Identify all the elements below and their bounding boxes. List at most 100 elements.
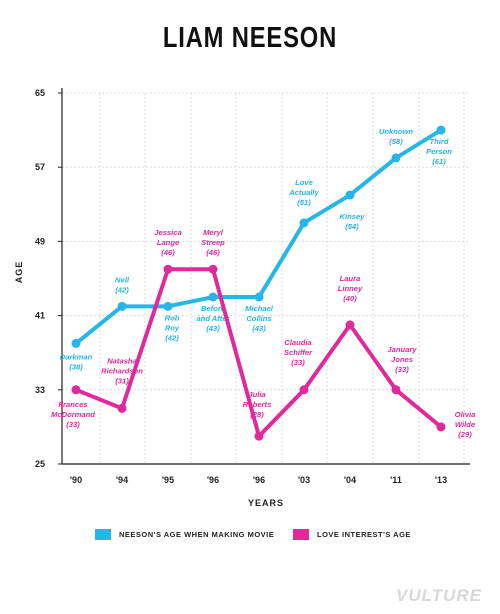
data-label: Meryl Streep (46) <box>201 228 225 257</box>
x-tick-label: '96 <box>253 475 265 485</box>
data-label-line: (42) <box>115 285 129 294</box>
data-label-line: Julia <box>248 390 265 399</box>
data-point <box>299 385 309 395</box>
data-point <box>436 125 446 135</box>
chart-title: LIAM NEESON <box>162 22 338 54</box>
data-label-line: Michael <box>245 304 274 313</box>
data-label: Laura Linney (40) <box>338 274 363 303</box>
x-tick-label: '13 <box>435 475 447 485</box>
data-point <box>163 301 173 311</box>
data-label-line: January <box>387 345 417 354</box>
x-tick-label: '96 <box>207 475 219 485</box>
data-label-line: (51) <box>297 198 311 207</box>
data-label-line: Before <box>201 304 226 313</box>
x-tick-label: '04 <box>344 475 356 485</box>
data-label-line: Streep <box>201 238 225 247</box>
data-label: Jessica Lange (46) <box>154 228 181 257</box>
data-label-line: Unknown <box>379 127 414 136</box>
data-label: Third Person (61) <box>426 137 452 166</box>
data-label-line: Jones <box>391 355 413 364</box>
data-label-line: (46) <box>161 248 175 257</box>
data-point <box>254 292 264 302</box>
data-label-line: (58) <box>389 137 403 146</box>
data-label-line: Linney <box>338 284 363 293</box>
data-label: Before and After (43) <box>196 304 230 333</box>
data-label-line: Meryl <box>203 228 224 237</box>
data-label-line: (29) <box>458 430 472 439</box>
data-point <box>391 385 401 395</box>
data-label-line: Collins <box>246 314 271 323</box>
data-label: January Jones (33) <box>387 345 417 374</box>
data-label: Darkman (38) <box>60 352 93 371</box>
data-label-line: (33) <box>66 420 80 429</box>
data-label-line: (31) <box>115 376 129 385</box>
data-label-line: Olivia <box>455 410 476 419</box>
data-label-line: (46) <box>206 248 220 257</box>
x-tick-label: '95 <box>162 475 174 485</box>
x-axis-title: YEARS <box>248 498 284 508</box>
data-label-line: (43) <box>252 324 266 333</box>
data-label-line: (54) <box>345 222 359 231</box>
data-label: Frances McDormand (33) <box>51 400 95 429</box>
data-label-line: Kinsey <box>340 212 366 221</box>
data-label-line: (38) <box>69 362 83 371</box>
data-label-line: Laura <box>340 274 361 283</box>
data-label-line: McDormand <box>51 410 95 419</box>
y-tick-label: 41 <box>35 311 45 321</box>
data-label-line: Roberts <box>243 400 272 409</box>
data-label-line: Wilde <box>455 420 476 429</box>
data-label: Unknown (58) <box>379 127 414 146</box>
data-point <box>71 385 81 395</box>
data-point <box>117 403 127 413</box>
data-label-line: Frances <box>58 400 87 409</box>
legend-swatch-love <box>293 528 309 540</box>
data-label-line: Rob <box>165 313 180 322</box>
y-tick-label: 65 <box>35 88 45 98</box>
data-point <box>163 264 173 274</box>
data-label-line: Darkman <box>60 352 93 361</box>
data-label: Julia Roberts (28) <box>243 390 272 419</box>
data-label-line: (28) <box>250 410 264 419</box>
x-tick-label: '03 <box>298 475 310 485</box>
data-label-line: Third <box>430 137 449 146</box>
data-point <box>345 320 355 330</box>
legend-swatch-neeson <box>95 528 111 540</box>
data-label-line: Claudia <box>284 338 311 347</box>
data-label-line: (61) <box>432 157 446 166</box>
legend-label-love: LOVE INTEREST'S AGE <box>317 529 411 539</box>
data-label-line: (33) <box>395 365 409 374</box>
data-point <box>345 190 355 200</box>
data-label-line: and After <box>196 314 230 323</box>
data-label-line: Jessica <box>154 228 181 237</box>
data-label-line: Actually <box>288 188 319 197</box>
data-point <box>254 431 264 441</box>
data-label-line: (33) <box>291 358 305 367</box>
x-tick-label: '94 <box>116 475 128 485</box>
data-point <box>391 153 401 163</box>
data-label: Natasha Richardson (31) <box>101 356 143 385</box>
y-tick-label: 33 <box>35 385 45 395</box>
y-axis-title: AGE <box>14 261 24 284</box>
data-label-line: (42) <box>165 333 179 342</box>
y-tick-label: 57 <box>35 162 45 172</box>
data-point <box>117 301 127 311</box>
vulture-logo: VULTURE <box>395 586 482 605</box>
data-label-line: Natasha <box>107 356 137 365</box>
data-label-line: Roy <box>165 323 180 332</box>
data-point <box>299 218 309 228</box>
data-point <box>208 264 218 274</box>
data-point <box>71 338 81 348</box>
y-tick-label: 25 <box>35 459 45 469</box>
data-label-line: (43) <box>206 324 220 333</box>
data-label: Kinsey (54) <box>340 212 366 231</box>
data-label: Love Actually (51) <box>288 178 319 207</box>
data-label-line: Schiffer <box>284 348 313 357</box>
data-label: Michael Collins (43) <box>245 304 274 333</box>
data-label-line: Lange <box>157 238 180 247</box>
x-tick-label: '90 <box>70 475 82 485</box>
legend-love: LOVE INTEREST'S AGE <box>293 527 411 541</box>
data-label: Nell (42) <box>115 275 130 294</box>
data-label-line: Nell <box>115 275 130 284</box>
data-label-line: Love <box>295 178 314 187</box>
